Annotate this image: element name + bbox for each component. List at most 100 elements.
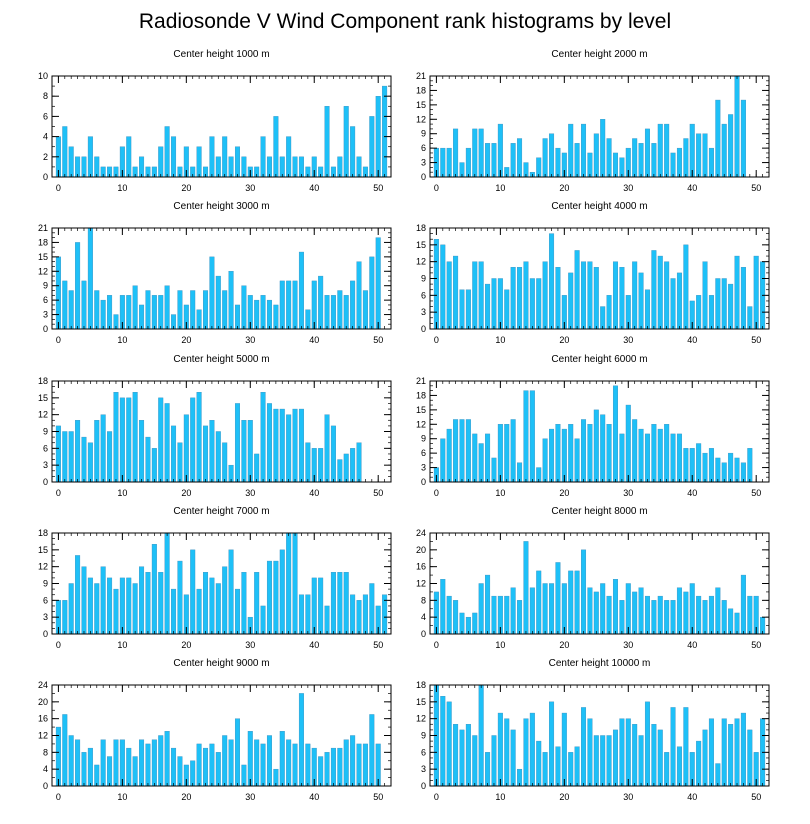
x-tick-label: 50 (751, 640, 761, 650)
bar (369, 714, 375, 787)
bar (222, 290, 228, 330)
bar (657, 255, 663, 330)
bar (75, 739, 81, 787)
y-tick-label: 6 (43, 111, 48, 121)
bar (549, 133, 555, 178)
bar (510, 143, 516, 178)
bar (177, 442, 183, 483)
bar (670, 152, 676, 178)
bar (555, 562, 561, 635)
bar (491, 143, 497, 178)
bar (485, 283, 491, 330)
bar (145, 436, 151, 483)
bar (510, 587, 516, 635)
bar (94, 290, 100, 330)
bar (75, 555, 81, 635)
x-tick-label: 50 (751, 183, 761, 193)
bar (318, 756, 324, 787)
main-title: Radiosonde V Wind Component rank histogr… (138, 10, 672, 33)
bar (549, 233, 555, 330)
bar (670, 707, 676, 787)
bar (747, 595, 753, 635)
bar (62, 714, 68, 787)
bar (87, 136, 93, 178)
bar (260, 743, 266, 787)
histogram-panel-7: Center height 7000 m 0 10 20 30 40 50 0 3 6 9 12 15 1… (38, 506, 392, 650)
bar (465, 289, 471, 330)
bar (62, 600, 68, 635)
bar (132, 392, 138, 483)
bar (453, 419, 459, 483)
bar (292, 156, 298, 178)
bar (164, 126, 170, 178)
bar (683, 138, 689, 178)
x-tick-label: 0 (56, 335, 61, 345)
histogram-panel-3: Center height 3000 m 0 10 20 30 40 50 0 3 6 9 12 15 1… (38, 201, 392, 345)
bar (158, 572, 164, 635)
bar (574, 250, 580, 330)
bar (446, 428, 452, 483)
bar (708, 448, 714, 483)
bar (107, 756, 113, 787)
bar (305, 442, 311, 483)
bar (305, 743, 311, 787)
bar (638, 143, 644, 178)
bar (343, 106, 349, 178)
bar (555, 267, 561, 330)
y-tick-label: 9 (43, 427, 48, 437)
y-tick-label: 9 (43, 579, 48, 589)
bar (728, 608, 734, 635)
bar (164, 731, 170, 787)
bar (504, 718, 510, 787)
bar (600, 583, 606, 635)
y-tick-label: 18 (416, 85, 426, 95)
bar (459, 289, 465, 330)
x-tick-label: 10 (495, 488, 505, 498)
bar (228, 156, 234, 178)
bar (203, 572, 209, 635)
bar (740, 712, 746, 787)
bar (600, 119, 606, 178)
panel-title: Center height 7000 m (173, 506, 269, 517)
x-tick-label: 50 (373, 335, 383, 345)
x-tick-label: 0 (56, 183, 61, 193)
bar (145, 572, 151, 635)
bar (581, 261, 587, 330)
bar (324, 605, 330, 635)
bar (478, 261, 484, 330)
bar (113, 588, 119, 635)
y-tick-label: 12 (416, 419, 426, 429)
bar (350, 280, 356, 330)
bar (664, 424, 670, 483)
bar (369, 256, 375, 330)
bar (68, 583, 74, 635)
y-tick-label: 6 (43, 443, 48, 453)
bar (708, 595, 714, 635)
y-tick-label: 3 (421, 158, 426, 168)
bar (644, 128, 650, 178)
bar (356, 743, 362, 787)
y-tick-label: 12 (38, 410, 48, 420)
x-tick-label: 10 (495, 640, 505, 650)
bar (632, 724, 638, 787)
bar (343, 572, 349, 635)
x-tick-label: 40 (309, 640, 319, 650)
bar (343, 295, 349, 330)
bar (266, 560, 272, 635)
bar (382, 85, 388, 178)
bar (696, 595, 702, 635)
x-tick-label: 10 (117, 183, 127, 193)
bar (375, 237, 381, 330)
bar (683, 244, 689, 330)
bar (68, 290, 74, 330)
x-tick-label: 20 (181, 488, 191, 498)
bar (465, 147, 471, 178)
bar (600, 735, 606, 787)
panel-title: Center height 6000 m (551, 354, 647, 365)
bar (254, 739, 260, 787)
bar (254, 572, 260, 635)
bar (337, 747, 343, 787)
bar (298, 156, 304, 178)
y-tick-label: 9 (421, 129, 426, 139)
bar (311, 280, 317, 330)
